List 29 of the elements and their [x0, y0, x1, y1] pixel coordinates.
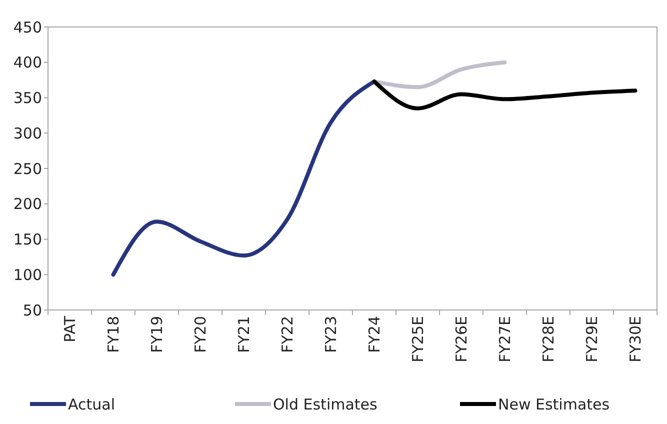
- legend-label: New Estimates: [498, 395, 610, 414]
- y-tick-label: 250: [13, 160, 42, 178]
- x-tick-label: FY20: [192, 316, 210, 353]
- x-tick-label: FY18: [104, 316, 122, 353]
- x-tick-label: FY25E: [409, 316, 427, 362]
- x-tick-label: FY27E: [496, 316, 514, 362]
- y-tick-label: 100: [13, 266, 42, 284]
- y-tick-label: 50: [22, 301, 42, 320]
- x-tick-label: PAT: [61, 315, 79, 342]
- x-tick-label: FY23: [322, 316, 340, 353]
- y-tick-label: 150: [13, 230, 42, 248]
- x-tick-label: FY28E: [540, 316, 558, 362]
- y-tick-label: 300: [13, 124, 42, 142]
- legend-label: Old Estimates: [273, 395, 378, 414]
- line-series: [372, 60, 507, 90]
- line-series: [111, 79, 376, 277]
- y-tick-label: 350: [13, 89, 42, 107]
- x-tick-label: FY19: [148, 316, 166, 353]
- y-tick-label: 400: [13, 54, 42, 72]
- line-series: [372, 79, 638, 110]
- x-tick-label: FY22: [278, 316, 296, 353]
- y-tick-label: 200: [13, 195, 42, 214]
- x-tick-label: FY24: [366, 316, 384, 353]
- x-tick-label: FY26E: [452, 316, 470, 362]
- x-tick-label: FY21: [235, 316, 253, 353]
- legend-label: Actual: [68, 395, 115, 414]
- x-tick-label: FY29E: [583, 316, 601, 362]
- x-tick-label: FY30E: [626, 316, 644, 362]
- y-tick-label: 450: [13, 18, 42, 36]
